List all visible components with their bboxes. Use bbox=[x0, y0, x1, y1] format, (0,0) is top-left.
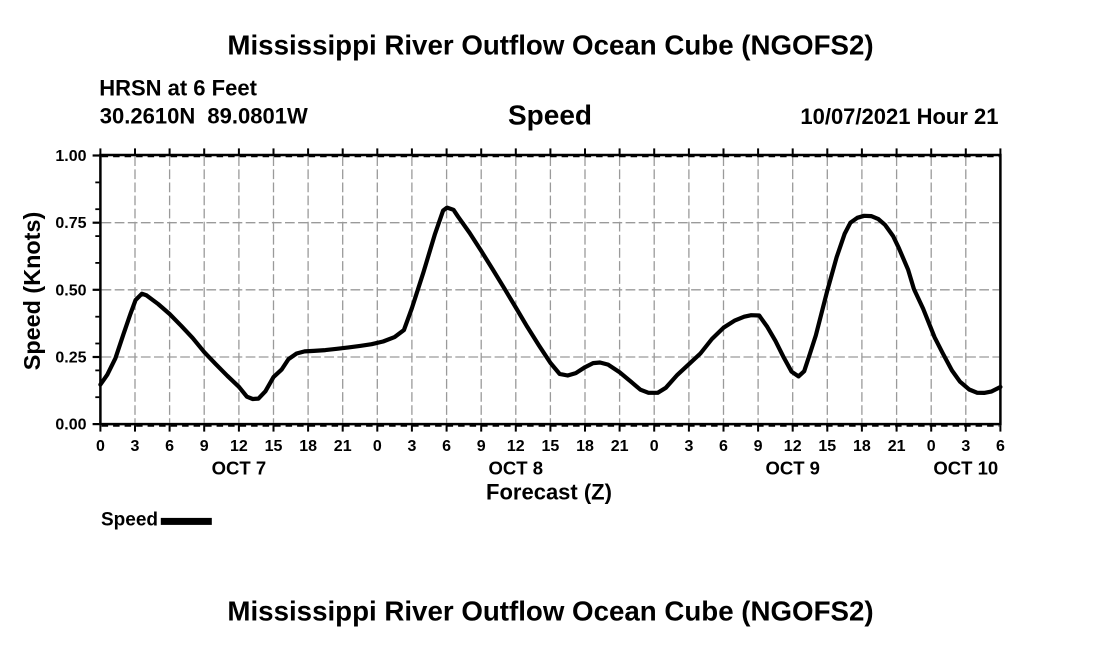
svg-text:0: 0 bbox=[927, 438, 936, 455]
svg-text:Speed (Knots): Speed (Knots) bbox=[19, 212, 45, 371]
svg-text:15: 15 bbox=[818, 438, 836, 455]
svg-text:0: 0 bbox=[96, 438, 105, 455]
svg-text:3: 3 bbox=[961, 438, 970, 455]
svg-text:OCT 7: OCT 7 bbox=[212, 458, 266, 479]
svg-text:3: 3 bbox=[131, 438, 140, 455]
svg-text:Speed: Speed bbox=[508, 100, 592, 131]
svg-text:9: 9 bbox=[477, 438, 486, 455]
svg-text:15: 15 bbox=[542, 438, 560, 455]
svg-text:18: 18 bbox=[299, 438, 317, 455]
svg-text:12: 12 bbox=[230, 438, 248, 455]
svg-text:Mississippi River Outflow Ocea: Mississippi River Outflow Ocean Cube (NG… bbox=[227, 596, 873, 627]
svg-text:12: 12 bbox=[507, 438, 525, 455]
svg-text:OCT 10: OCT 10 bbox=[933, 458, 998, 479]
svg-text:OCT 9: OCT 9 bbox=[765, 458, 819, 479]
svg-text:12: 12 bbox=[784, 438, 802, 455]
svg-text:0: 0 bbox=[373, 438, 382, 455]
svg-text:21: 21 bbox=[611, 438, 629, 455]
svg-text:15: 15 bbox=[265, 438, 283, 455]
svg-text:Mississippi River Outflow Ocea: Mississippi River Outflow Ocean Cube (NG… bbox=[227, 30, 873, 61]
svg-text:6: 6 bbox=[442, 438, 451, 455]
svg-text:Forecast (Z): Forecast (Z) bbox=[486, 480, 612, 505]
svg-text:0.75: 0.75 bbox=[55, 215, 86, 232]
svg-text:18: 18 bbox=[576, 438, 594, 455]
svg-text:HRSN at 6 Feet: HRSN at 6 Feet bbox=[99, 76, 257, 101]
svg-text:1.00: 1.00 bbox=[55, 148, 86, 165]
svg-text:Speed: Speed bbox=[101, 510, 158, 531]
svg-text:10/07/2021 Hour 21: 10/07/2021 Hour 21 bbox=[800, 104, 998, 129]
svg-text:30.2610N 89.0801W: 30.2610N 89.0801W bbox=[100, 104, 308, 129]
svg-text:0: 0 bbox=[650, 438, 659, 455]
svg-text:21: 21 bbox=[888, 438, 906, 455]
svg-text:9: 9 bbox=[200, 438, 209, 455]
svg-text:21: 21 bbox=[334, 438, 352, 455]
svg-text:6: 6 bbox=[165, 438, 174, 455]
svg-text:0.25: 0.25 bbox=[55, 350, 86, 367]
svg-text:6: 6 bbox=[719, 438, 728, 455]
svg-text:3: 3 bbox=[407, 438, 416, 455]
svg-text:OCT 8: OCT 8 bbox=[489, 458, 543, 479]
svg-text:6: 6 bbox=[996, 438, 1005, 455]
svg-text:3: 3 bbox=[684, 438, 693, 455]
svg-text:0.00: 0.00 bbox=[55, 417, 86, 434]
svg-text:18: 18 bbox=[853, 438, 871, 455]
svg-text:9: 9 bbox=[754, 438, 763, 455]
svg-text:0.50: 0.50 bbox=[55, 282, 86, 299]
